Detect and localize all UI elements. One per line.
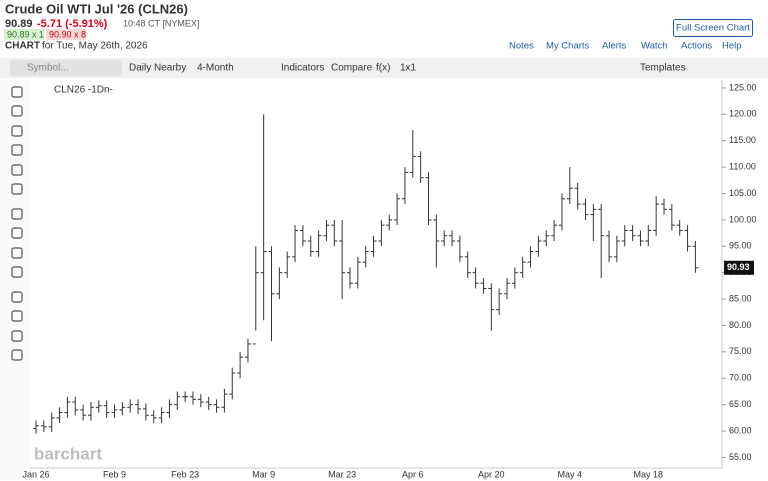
bid: 90.89 x 1: [7, 29, 44, 39]
watermark: barchart: [34, 444, 102, 463]
time: 10:48 CT [NYMEX]: [123, 18, 199, 28]
header-link[interactable]: Alerts: [602, 41, 627, 52]
last-price-box: [724, 260, 754, 275]
x-tick-label: May 18: [634, 469, 664, 479]
tool-icon[interactable]: [11, 266, 23, 278]
header-link[interactable]: Actions: [681, 41, 712, 52]
tool-icon[interactable]: [11, 125, 23, 137]
header-link[interactable]: Notes: [509, 41, 534, 52]
y-tick-label: 65.00: [729, 399, 752, 409]
y-tick-label: 80.00: [729, 320, 752, 330]
header-link[interactable]: Help: [722, 41, 742, 52]
ask-box: [46, 29, 86, 40]
y-tick-label: 60.00: [729, 425, 752, 435]
symbol-search[interactable]: [10, 60, 122, 76]
header-link[interactable]: My Charts: [546, 41, 590, 52]
y-tick-label: 115.00: [729, 135, 756, 145]
y-tick-label: 70.00: [729, 373, 752, 383]
x-tick-label: Feb 9: [103, 469, 126, 479]
y-tick-label: 55.00: [729, 452, 752, 462]
tool-icon[interactable]: [11, 164, 23, 176]
bid-box: [4, 29, 44, 40]
toolbar: [0, 58, 768, 78]
toolbar-item[interactable]: Daily Nearby: [129, 63, 186, 74]
x-tick-label: Mar 23: [328, 469, 356, 479]
y-tick-label: 100.00: [729, 214, 757, 224]
x-tick-label: Jan 26: [22, 469, 49, 479]
toolbar-item[interactable]: Indicators: [281, 63, 324, 74]
ask: 90.90 x 8: [49, 29, 86, 39]
last-price-label: 90.93: [727, 262, 750, 272]
symbol-placeholder[interactable]: Symbol...: [27, 63, 69, 74]
y-tick-label: 75.00: [729, 346, 752, 356]
title: Crude Oil WTI Jul '26 (CLN26): [5, 1, 188, 16]
toolbar-item[interactable]: Compare: [331, 63, 373, 74]
full-screen-button[interactable]: [673, 19, 753, 37]
tool-icon[interactable]: [11, 105, 23, 117]
tool-icon[interactable]: [11, 144, 23, 156]
last-price: 90.89: [5, 18, 33, 30]
y-tick-label: 125.00: [729, 82, 757, 92]
tool-icon[interactable]: [11, 183, 23, 195]
change: -5.71 (-5.91%): [37, 18, 108, 30]
tool-icon[interactable]: [11, 310, 23, 322]
toolbar-item[interactable]: f(x): [376, 63, 390, 74]
tool-icon[interactable]: [11, 291, 23, 303]
sidebar: [0, 80, 30, 480]
x-tick-label: Apr 20: [478, 469, 505, 479]
y-tick-label: 120.00: [729, 109, 757, 119]
x-tick-label: Feb 23: [171, 469, 199, 479]
chart-date: for Tue, May 26th, 2026: [42, 41, 148, 52]
x-tick-label: Mar 9: [252, 469, 275, 479]
tool-icon[interactable]: [11, 227, 23, 239]
full-screen-label[interactable]: Full Screen Chart: [676, 23, 750, 34]
x-tick-label: Apr 6: [402, 469, 424, 479]
tool-icon[interactable]: [11, 86, 23, 98]
toolbar-item[interactable]: 1x1: [400, 63, 417, 74]
y-tick-label: 85.00: [729, 293, 752, 303]
tool-icon[interactable]: [11, 330, 23, 342]
templates[interactable]: Templates: [640, 63, 686, 74]
y-tick-label: 110.00: [729, 161, 756, 171]
chart-word: CHART: [5, 41, 40, 52]
tool-icon[interactable]: [11, 247, 23, 259]
toolbar-item[interactable]: 4-Month: [197, 63, 234, 74]
y-tick-label: 95.00: [729, 241, 752, 251]
x-tick-label: May 4: [558, 469, 583, 479]
header-link[interactable]: Watch: [641, 41, 668, 52]
tool-icon[interactable]: [11, 208, 23, 220]
tool-icon[interactable]: [11, 349, 23, 361]
y-tick-label: 105.00: [729, 188, 757, 198]
legend: CLN26 -1Dn-: [54, 85, 113, 96]
